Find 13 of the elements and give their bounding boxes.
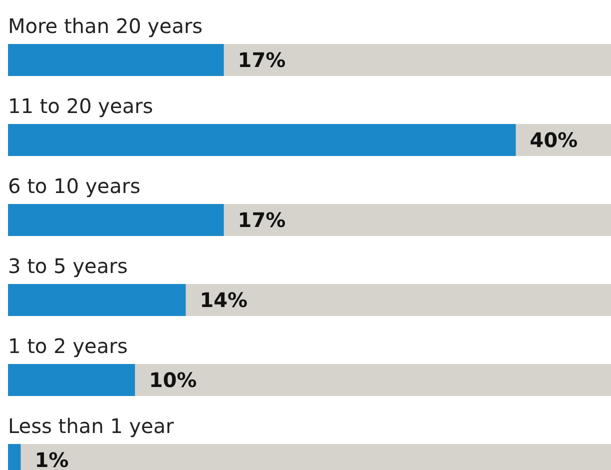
- data-label: 14%: [200, 288, 248, 312]
- y-tick-label: 6 to 10 years: [8, 174, 140, 198]
- data-label: 1%: [34, 448, 69, 470]
- data-label: 40%: [530, 128, 578, 152]
- data-label: 17%: [238, 208, 286, 232]
- y-tick-label: 3 to 5 years: [8, 254, 128, 278]
- bar: [8, 364, 135, 396]
- y-tick-label: More than 20 years: [8, 14, 203, 38]
- data-label: 17%: [238, 48, 286, 72]
- y-tick-label: 1 to 2 years: [8, 334, 128, 358]
- data-label: 10%: [148, 368, 197, 392]
- y-tick-label: Less than 1 year: [8, 414, 175, 438]
- y-tick-label: 11 to 20 years: [8, 94, 154, 118]
